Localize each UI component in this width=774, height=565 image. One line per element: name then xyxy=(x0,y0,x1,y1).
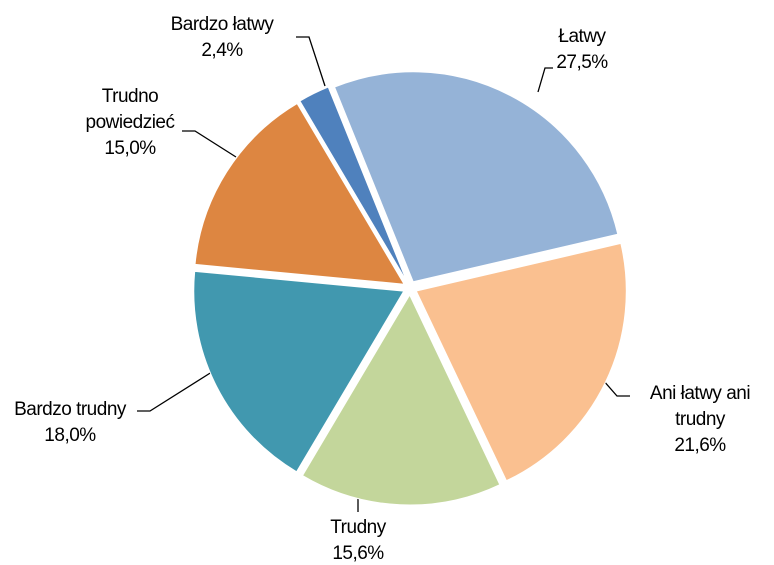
slice-label: Bardzo trudny 18,0% xyxy=(14,397,126,449)
pie-slice xyxy=(299,86,408,282)
pie-slice xyxy=(193,270,405,473)
category-name: Trudny xyxy=(330,517,386,538)
leader-line xyxy=(137,369,216,412)
value-label: 15,6% xyxy=(332,543,384,564)
slice-label: Łatwy 27,5% xyxy=(556,24,608,76)
value-label: 2,4% xyxy=(201,40,243,61)
pie-slice xyxy=(333,71,619,283)
category-name: Bardzo łatwy xyxy=(170,14,274,35)
pie-slice xyxy=(194,102,406,285)
leader-line xyxy=(537,67,553,93)
category-name: Trudno powiedzieć xyxy=(85,86,176,133)
slice-label: Bardzo łatwy 2,4% xyxy=(171,12,274,64)
leader-line xyxy=(296,36,326,87)
category-name: Bardzo trudny xyxy=(14,399,126,420)
pie-slice xyxy=(415,242,627,482)
value-label: 21,6% xyxy=(674,435,726,456)
slice-label: Trudny 15,6% xyxy=(330,515,386,565)
pie-slice xyxy=(301,293,501,506)
leader-line xyxy=(182,130,237,158)
category-name: Łatwy xyxy=(558,26,606,47)
slice-label: Trudno powiedzieć 15,0% xyxy=(75,84,185,162)
category-name: Ani łatwy ani trudny xyxy=(649,383,751,430)
leader-line xyxy=(602,379,630,397)
slice-label: Ani łatwy ani trudny 21,6% xyxy=(635,381,765,459)
value-label: 27,5% xyxy=(556,52,608,73)
value-label: 18,0% xyxy=(44,425,96,446)
value-label: 15,0% xyxy=(104,138,156,159)
